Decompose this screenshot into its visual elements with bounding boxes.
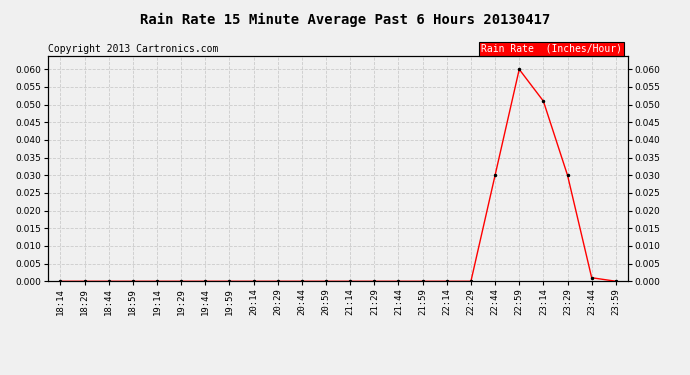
Text: Rain Rate 15 Minute Average Past 6 Hours 20130417: Rain Rate 15 Minute Average Past 6 Hours… — [140, 13, 550, 27]
Text: Copyright 2013 Cartronics.com: Copyright 2013 Cartronics.com — [48, 44, 219, 54]
Text: Rain Rate  (Inches/Hour): Rain Rate (Inches/Hour) — [481, 44, 622, 54]
